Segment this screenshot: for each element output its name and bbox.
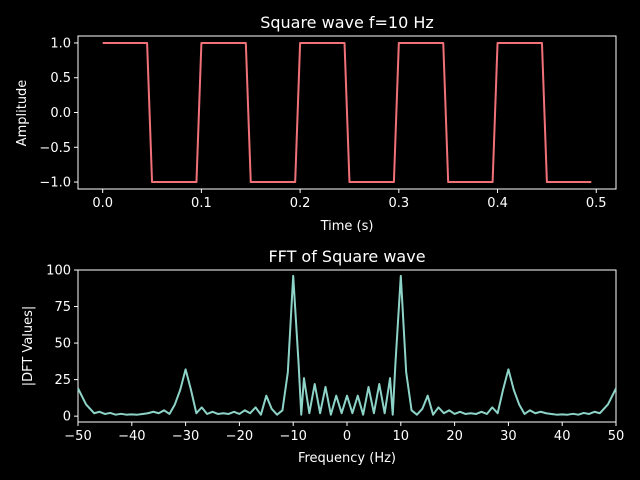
y-tick-label: 25 xyxy=(54,373,71,388)
y-tick-label: 0.0 xyxy=(50,106,71,121)
chart-title: Square wave f=10 Hz xyxy=(260,13,434,32)
chart-title: FFT of Square wave xyxy=(268,247,425,266)
x-tick-label: 0 xyxy=(343,429,351,444)
series-layer xyxy=(102,41,592,184)
y-tick-label: 0 xyxy=(63,410,71,425)
y-tick-label: −0.5 xyxy=(39,141,71,156)
x-tick-label: 0.5 xyxy=(586,196,607,211)
square-wave-chart: Square wave f=10 Hz 0.0 0.1 0.2 0.3 0.4 0.5 1… xyxy=(15,13,617,234)
x-axis-ticks: 0.0 0.1 0.2 0.3 0.4 0.5 xyxy=(92,189,607,211)
x-tick-label: 0.4 xyxy=(487,196,508,211)
series-line-0 xyxy=(102,41,592,184)
series-line-0 xyxy=(77,274,617,416)
y-axis-label: |DFT Values| xyxy=(21,306,36,387)
x-axis-ticks: −50 −40 −30 −20 −10 0 10 20 30 40 50 xyxy=(64,422,624,444)
y-tick-label: 1.0 xyxy=(50,36,71,51)
x-tick-label: −30 xyxy=(172,429,199,444)
x-tick-label: 50 xyxy=(608,429,625,444)
x-tick-label: −50 xyxy=(64,429,91,444)
x-tick-label: 20 xyxy=(446,429,463,444)
series-layer xyxy=(77,274,617,416)
y-tick-label: 0.5 xyxy=(50,71,71,86)
x-tick-label: 0.0 xyxy=(92,196,113,211)
x-tick-label: 30 xyxy=(500,429,517,444)
x-tick-label: −40 xyxy=(118,429,145,444)
y-tick-label: 100 xyxy=(46,264,71,279)
y-axis-ticks: 1.0 0.5 0.0 −0.5 −1.0 xyxy=(39,36,78,191)
y-axis-label: Amplitude xyxy=(15,80,30,147)
y-tick-label: −1.0 xyxy=(39,176,71,191)
x-tick-label: −10 xyxy=(279,429,306,444)
plot-area-frame xyxy=(77,269,617,423)
fft-chart: FFT of Square wave −50 −40 −30 −20 −10 0 10 20 3… xyxy=(21,247,624,466)
x-tick-label: 0.2 xyxy=(290,196,311,211)
x-tick-label: 0.1 xyxy=(191,196,212,211)
x-axis-label: Frequency (Hz) xyxy=(298,451,396,466)
x-tick-label: 10 xyxy=(393,429,410,444)
x-tick-label: 0.3 xyxy=(388,196,409,211)
x-tick-label: −20 xyxy=(226,429,253,444)
y-axis-ticks: 100 75 50 25 0 xyxy=(46,264,78,425)
y-tick-label: 50 xyxy=(54,337,71,352)
x-tick-label: 40 xyxy=(554,429,571,444)
y-tick-label: 75 xyxy=(54,300,71,315)
x-axis-label: Time (s) xyxy=(320,219,374,234)
